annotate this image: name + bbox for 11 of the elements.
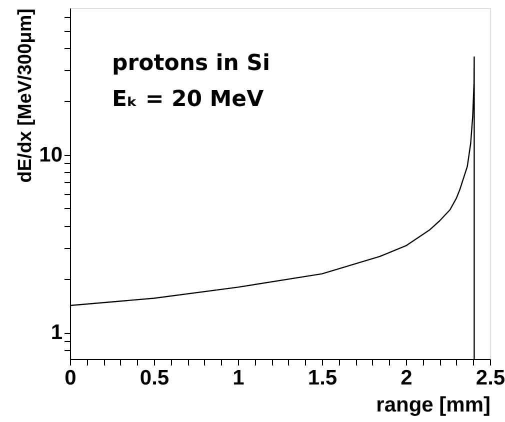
x-tick-label: 2.5 xyxy=(476,366,505,390)
x-tick-label: 0.5 xyxy=(140,366,170,390)
annotation: Eₖ = 20 MeV xyxy=(112,87,264,112)
y-tick-label: 10 xyxy=(39,143,62,166)
x-tick-label: 1 xyxy=(232,366,245,390)
x-axis-title: range [mm] xyxy=(376,394,490,416)
annotation: protons in Si xyxy=(112,51,270,76)
x-tick-label: 2 xyxy=(400,366,412,390)
y-axis-title: dE/dx [MeV/300μm] xyxy=(15,8,36,183)
x-tick-label: 0 xyxy=(64,366,76,390)
x-tick-label: 1.5 xyxy=(308,366,338,390)
